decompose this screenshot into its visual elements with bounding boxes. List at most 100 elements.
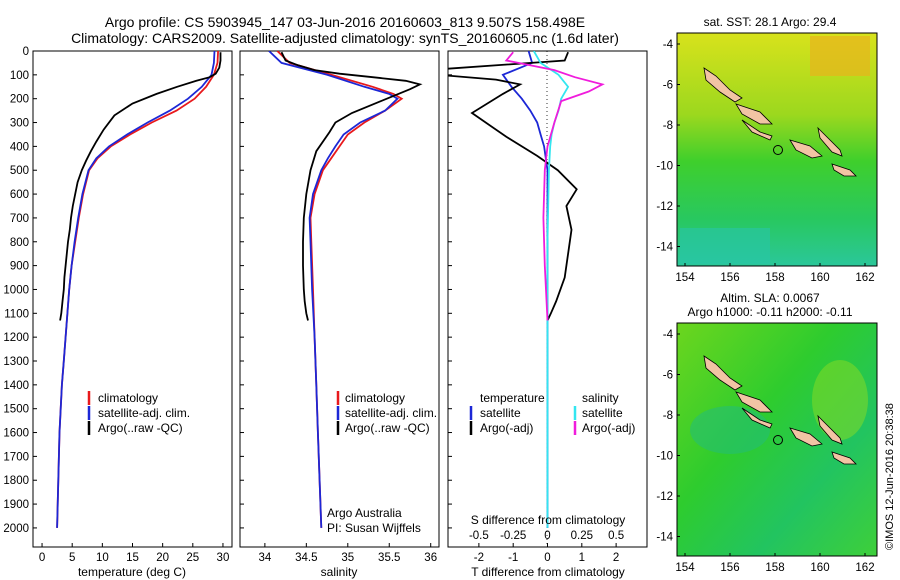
depth-tick-label: 1000 [3, 284, 29, 296]
temperature-series [56, 51, 222, 528]
island-makira [831, 163, 857, 177]
island-new-georgia [741, 119, 773, 141]
x2-tick-label: 0.5 [608, 530, 624, 542]
map-y-tick-label: -12 [656, 201, 673, 213]
depth-tick-label: 300 [10, 118, 29, 130]
sla-low-patch [690, 406, 770, 454]
x-tick-label: 1 [579, 552, 585, 564]
x2-tick-label: 0.25 [571, 530, 593, 542]
depth-tick-label: 1500 [3, 404, 29, 416]
solomon-islands-sla [703, 355, 857, 465]
legend-label-t-argo: Argo(-adj) [480, 421, 533, 435]
map-y-tick-label: -14 [656, 242, 673, 254]
map-x-tick-label: 162 [855, 562, 874, 574]
depth-tick-label: 800 [10, 237, 29, 249]
x2-tick-label: 0 [544, 530, 550, 542]
figure-title-line1: Argo profile: CS 5903945_147 03-Jun-2016… [105, 14, 585, 30]
depth-tick-label: 900 [10, 261, 29, 273]
temperature-legend: climatology satellite-adj. clim. Argo(..… [87, 391, 190, 435]
legend-label-climatology: climatology [98, 391, 158, 405]
depth-axis: 0 100 200 300 400 500 600 700 800 900 1000 1100 1200… [3, 46, 452, 535]
map-x-tick-label: 154 [675, 272, 695, 284]
depth-tick-label: 1400 [3, 380, 29, 392]
salinity-xlabel: salinity [321, 565, 358, 579]
x-tick-label: 0 [39, 552, 45, 564]
island-malaita [817, 414, 843, 445]
depth-tick-label: 400 [10, 141, 29, 153]
difference-chart: -2 -1 0 1 2 -0.5 -0.25 0 0.25 0.5 T difference f… [448, 51, 635, 579]
x-tick-label: 35.5 [378, 552, 400, 564]
sla-high-patch [812, 360, 868, 440]
map-y-tick-label: -8 [663, 120, 673, 132]
series-climatology [56, 51, 219, 528]
x-tick-label: 36 [424, 552, 437, 564]
map-x-tick-label: 160 [810, 272, 829, 284]
series-temperature-satellite [501, 51, 549, 528]
island-malaita [817, 126, 843, 157]
float-position-marker-sst [773, 145, 783, 155]
depth-tick-label: 100 [10, 70, 29, 82]
legend-label-t-satellite: satellite [480, 406, 521, 420]
x-tick-label: 5 [69, 552, 75, 564]
sst-map-frame [676, 32, 878, 267]
sst-warm-patch [810, 36, 870, 76]
salinity-x-ticks: 34 34.5 35 35.5 36 [258, 543, 437, 564]
salinity-chart: 34 34.5 35 35.5 36 salinity climatology sate… [258, 51, 437, 579]
x-tick-label: 25 [186, 552, 199, 564]
sst-map-ticks: 154 156 158 160 162 -4 -6 -8 -10 -12 -14 [656, 39, 874, 284]
x-tick-label: 20 [156, 552, 169, 564]
series-temperature-argo-adj- [448, 51, 578, 321]
temperature-xlabel: temperature (deg C) [78, 565, 186, 579]
temperature-x-ticks: 0 5 10 15 20 25 30 [39, 543, 229, 564]
legend-label-climatology: climatology [345, 391, 405, 405]
map-y-tick-label: -4 [663, 329, 674, 341]
depth-tick-label: 2000 [3, 523, 29, 535]
island-new-georgia [741, 407, 773, 429]
float-position-marker-sla [773, 435, 783, 445]
map-y-tick-label: -12 [656, 491, 673, 503]
map-y-tick-label: -6 [663, 370, 673, 382]
map-x-tick-label: 154 [675, 562, 695, 574]
salinity-series [268, 51, 423, 528]
temperature-chart: 0 5 10 15 20 25 30 temperature (deg C) climato… [39, 51, 229, 579]
x-tick-label: 15 [126, 552, 139, 564]
island-choiseul [735, 103, 773, 125]
sla-map-frame [676, 322, 878, 557]
map-x-tick-label: 162 [855, 272, 874, 284]
annotation-institution: Argo Australia [327, 506, 402, 520]
difference-legend-salinity: salinity satellite Argo(-adj) [573, 391, 635, 435]
depth-tick-label: 1900 [3, 499, 29, 511]
depth-tick-label: 600 [10, 189, 29, 201]
depth-tick-label: 1100 [4, 308, 29, 320]
legend-label-argo: Argo(..raw -QC) [345, 421, 430, 435]
map-y-tick-label: -14 [656, 532, 673, 544]
legend-label-satellite: satellite-adj. clim. [98, 406, 190, 420]
difference-legend-temperature: temperature satellite Argo(-adj) [469, 391, 545, 435]
map-y-tick-label: -10 [656, 451, 673, 463]
map-y-tick-label: -8 [663, 410, 673, 422]
depth-tick-label: 1300 [3, 356, 29, 368]
x-tick-label: -1 [508, 552, 518, 564]
sst-map: sat. SST: 28.1 Argo: 29.4 154 156 158 160 16… [656, 15, 878, 284]
x-tick-label: 2 [613, 552, 619, 564]
series-salinity-satellite [533, 51, 570, 528]
island-choiseul [735, 391, 773, 413]
series-satellite-adj-clim- [56, 51, 216, 528]
island-makira [831, 451, 857, 465]
sla-map: Altim. SLA: 0.0067 Argo h1000: -0.11 h20… [656, 291, 878, 574]
island-bougainville [703, 355, 743, 391]
island-guadalcanal [789, 427, 823, 447]
annotation-pi: PI: Susan Wijffels [327, 521, 421, 535]
depth-tick-label: 1800 [3, 475, 29, 487]
difference-x2label: S difference from climatology [471, 513, 626, 527]
sla-map-title-line1: Altim. SLA: 0.0067 [720, 291, 820, 305]
difference-x-ticks: -2 -1 0 1 2 [474, 543, 619, 564]
x-tick-label: 35 [341, 552, 354, 564]
x2-tick-label: -0.25 [500, 530, 526, 542]
island-bougainville [703, 67, 743, 103]
solomon-islands-sst [703, 67, 857, 177]
sla-map-title-line2: Argo h1000: -0.11 h2000: -0.11 [687, 305, 852, 319]
depth-tick-label: 1600 [3, 428, 29, 440]
x-tick-label: -2 [474, 552, 484, 564]
